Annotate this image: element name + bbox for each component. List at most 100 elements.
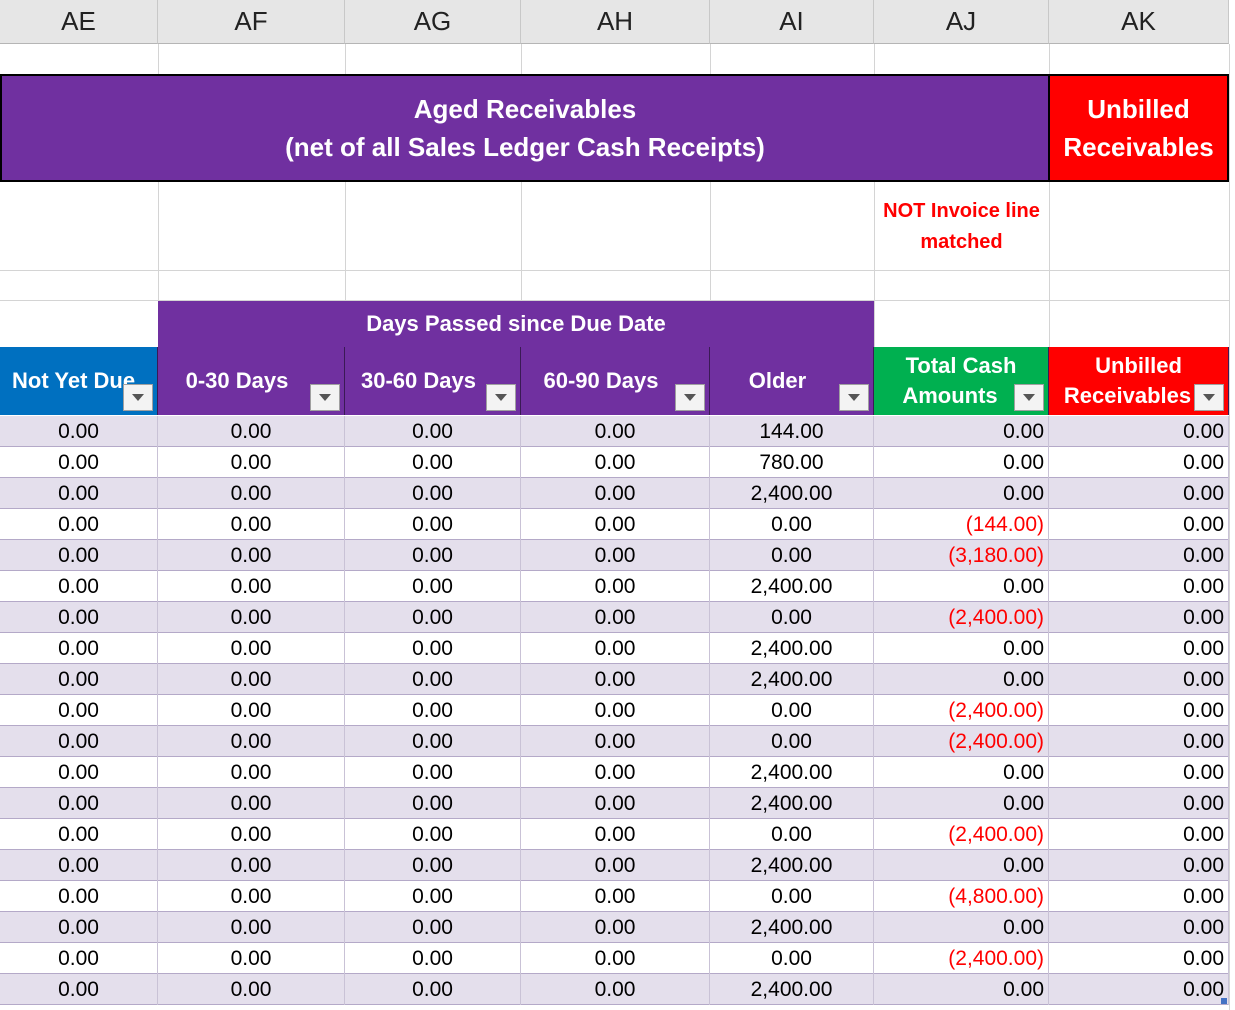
table-cell[interactable]: 0.00 bbox=[345, 943, 521, 974]
table-cell[interactable]: 0.00 bbox=[1049, 416, 1229, 447]
table-cell[interactable]: 0.00 bbox=[874, 850, 1049, 881]
table-cell[interactable]: 0.00 bbox=[1049, 912, 1229, 943]
table-cell[interactable]: 0.00 bbox=[521, 819, 710, 850]
table-cell[interactable]: 0.00 bbox=[1049, 509, 1229, 540]
table-cell[interactable]: 0.00 bbox=[521, 509, 710, 540]
table-cell[interactable]: 0.00 bbox=[521, 633, 710, 664]
header-older[interactable]: Older bbox=[710, 347, 874, 415]
table-cell[interactable]: 0.00 bbox=[0, 757, 158, 788]
table-cell[interactable]: 2,400.00 bbox=[710, 571, 874, 602]
table-cell[interactable]: 0.00 bbox=[710, 943, 874, 974]
header-0-30-days[interactable]: 0-30 Days bbox=[158, 347, 345, 415]
table-cell[interactable]: (2,400.00) bbox=[874, 602, 1049, 633]
table-cell[interactable]: 0.00 bbox=[345, 850, 521, 881]
table-cell[interactable]: 0.00 bbox=[158, 571, 345, 602]
table-cell[interactable]: 0.00 bbox=[521, 695, 710, 726]
header-60-90-days[interactable]: 60-90 Days bbox=[521, 347, 710, 415]
table-cell[interactable]: 0.00 bbox=[345, 416, 521, 447]
table-cell[interactable]: 0.00 bbox=[1049, 881, 1229, 912]
column-header-ai[interactable]: AI bbox=[710, 0, 874, 44]
table-cell[interactable]: 0.00 bbox=[345, 633, 521, 664]
table-cell[interactable]: 0.00 bbox=[874, 633, 1049, 664]
filter-dropdown-icon[interactable] bbox=[310, 384, 340, 411]
table-cell[interactable]: 0.00 bbox=[345, 571, 521, 602]
table-cell[interactable]: 0.00 bbox=[158, 943, 345, 974]
table-cell[interactable]: 0.00 bbox=[158, 788, 345, 819]
table-cell[interactable]: 144.00 bbox=[710, 416, 874, 447]
table-cell[interactable]: 0.00 bbox=[521, 726, 710, 757]
table-cell[interactable]: 0.00 bbox=[345, 540, 521, 571]
table-cell[interactable]: 0.00 bbox=[345, 788, 521, 819]
table-cell[interactable]: 0.00 bbox=[521, 416, 710, 447]
table-cell[interactable]: 0.00 bbox=[710, 509, 874, 540]
table-cell[interactable]: 2,400.00 bbox=[710, 478, 874, 509]
table-cell[interactable]: 0.00 bbox=[0, 974, 158, 1005]
table-cell[interactable]: 0.00 bbox=[521, 943, 710, 974]
table-cell[interactable]: 0.00 bbox=[158, 819, 345, 850]
table-cell[interactable]: (2,400.00) bbox=[874, 726, 1049, 757]
table-cell[interactable]: 0.00 bbox=[521, 912, 710, 943]
fill-handle[interactable] bbox=[1221, 998, 1227, 1004]
table-cell[interactable]: 2,400.00 bbox=[710, 788, 874, 819]
table-cell[interactable]: 0.00 bbox=[521, 788, 710, 819]
table-cell[interactable]: 0.00 bbox=[710, 602, 874, 633]
column-header-ak[interactable]: AK bbox=[1049, 0, 1229, 44]
column-header-ag[interactable]: AG bbox=[345, 0, 521, 44]
table-cell[interactable]: 0.00 bbox=[158, 726, 345, 757]
table-cell[interactable]: 0.00 bbox=[0, 788, 158, 819]
table-cell[interactable]: 0.00 bbox=[1049, 633, 1229, 664]
table-cell[interactable]: (2,400.00) bbox=[874, 943, 1049, 974]
table-cell[interactable]: 2,400.00 bbox=[710, 912, 874, 943]
table-cell[interactable]: 0.00 bbox=[1049, 602, 1229, 633]
table-cell[interactable]: 0.00 bbox=[874, 788, 1049, 819]
table-cell[interactable]: 0.00 bbox=[1049, 850, 1229, 881]
table-cell[interactable]: 0.00 bbox=[1049, 757, 1229, 788]
column-header-ah[interactable]: AH bbox=[521, 0, 710, 44]
column-header-ae[interactable]: AE bbox=[0, 0, 158, 44]
table-cell[interactable]: 0.00 bbox=[521, 571, 710, 602]
table-cell[interactable]: 0.00 bbox=[1049, 695, 1229, 726]
table-cell[interactable]: 0.00 bbox=[0, 912, 158, 943]
table-cell[interactable]: 0.00 bbox=[874, 912, 1049, 943]
table-cell[interactable]: 780.00 bbox=[710, 447, 874, 478]
table-cell[interactable]: 2,400.00 bbox=[710, 850, 874, 881]
table-cell[interactable]: 0.00 bbox=[345, 602, 521, 633]
filter-dropdown-icon[interactable] bbox=[1014, 384, 1044, 411]
table-cell[interactable]: 0.00 bbox=[345, 478, 521, 509]
table-cell[interactable]: 0.00 bbox=[345, 819, 521, 850]
table-cell[interactable]: 0.00 bbox=[158, 912, 345, 943]
table-cell[interactable]: 0.00 bbox=[1049, 664, 1229, 695]
table-cell[interactable]: 0.00 bbox=[1049, 819, 1229, 850]
table-cell[interactable]: 2,400.00 bbox=[710, 664, 874, 695]
table-cell[interactable]: 2,400.00 bbox=[710, 974, 874, 1005]
table-cell[interactable]: 0.00 bbox=[0, 726, 158, 757]
table-cell[interactable]: 0.00 bbox=[345, 726, 521, 757]
table-cell[interactable]: 0.00 bbox=[1049, 788, 1229, 819]
table-cell[interactable]: (144.00) bbox=[874, 509, 1049, 540]
table-cell[interactable]: 0.00 bbox=[0, 447, 158, 478]
table-cell[interactable]: 0.00 bbox=[345, 509, 521, 540]
table-cell[interactable]: 0.00 bbox=[158, 509, 345, 540]
table-cell[interactable]: 0.00 bbox=[345, 447, 521, 478]
table-cell[interactable]: 0.00 bbox=[345, 757, 521, 788]
table-cell[interactable]: 0.00 bbox=[874, 478, 1049, 509]
table-cell[interactable]: 0.00 bbox=[158, 633, 345, 664]
table-cell[interactable]: 0.00 bbox=[1049, 540, 1229, 571]
table-cell[interactable]: 0.00 bbox=[710, 819, 874, 850]
header-30-60-days[interactable]: 30-60 Days bbox=[345, 347, 521, 415]
table-cell[interactable]: 0.00 bbox=[521, 850, 710, 881]
table-cell[interactable]: 0.00 bbox=[345, 974, 521, 1005]
table-cell[interactable]: 0.00 bbox=[158, 416, 345, 447]
table-cell[interactable]: 0.00 bbox=[521, 447, 710, 478]
table-cell[interactable]: 0.00 bbox=[0, 633, 158, 664]
table-cell[interactable]: 0.00 bbox=[521, 757, 710, 788]
filter-dropdown-icon[interactable] bbox=[123, 384, 153, 411]
table-cell[interactable]: 0.00 bbox=[874, 447, 1049, 478]
table-cell[interactable]: 0.00 bbox=[874, 974, 1049, 1005]
table-cell[interactable]: 2,400.00 bbox=[710, 633, 874, 664]
table-cell[interactable]: 0.00 bbox=[0, 664, 158, 695]
table-cell[interactable]: 0.00 bbox=[521, 602, 710, 633]
table-cell[interactable]: 0.00 bbox=[158, 540, 345, 571]
table-cell[interactable]: (2,400.00) bbox=[874, 695, 1049, 726]
table-cell[interactable]: 0.00 bbox=[0, 478, 158, 509]
